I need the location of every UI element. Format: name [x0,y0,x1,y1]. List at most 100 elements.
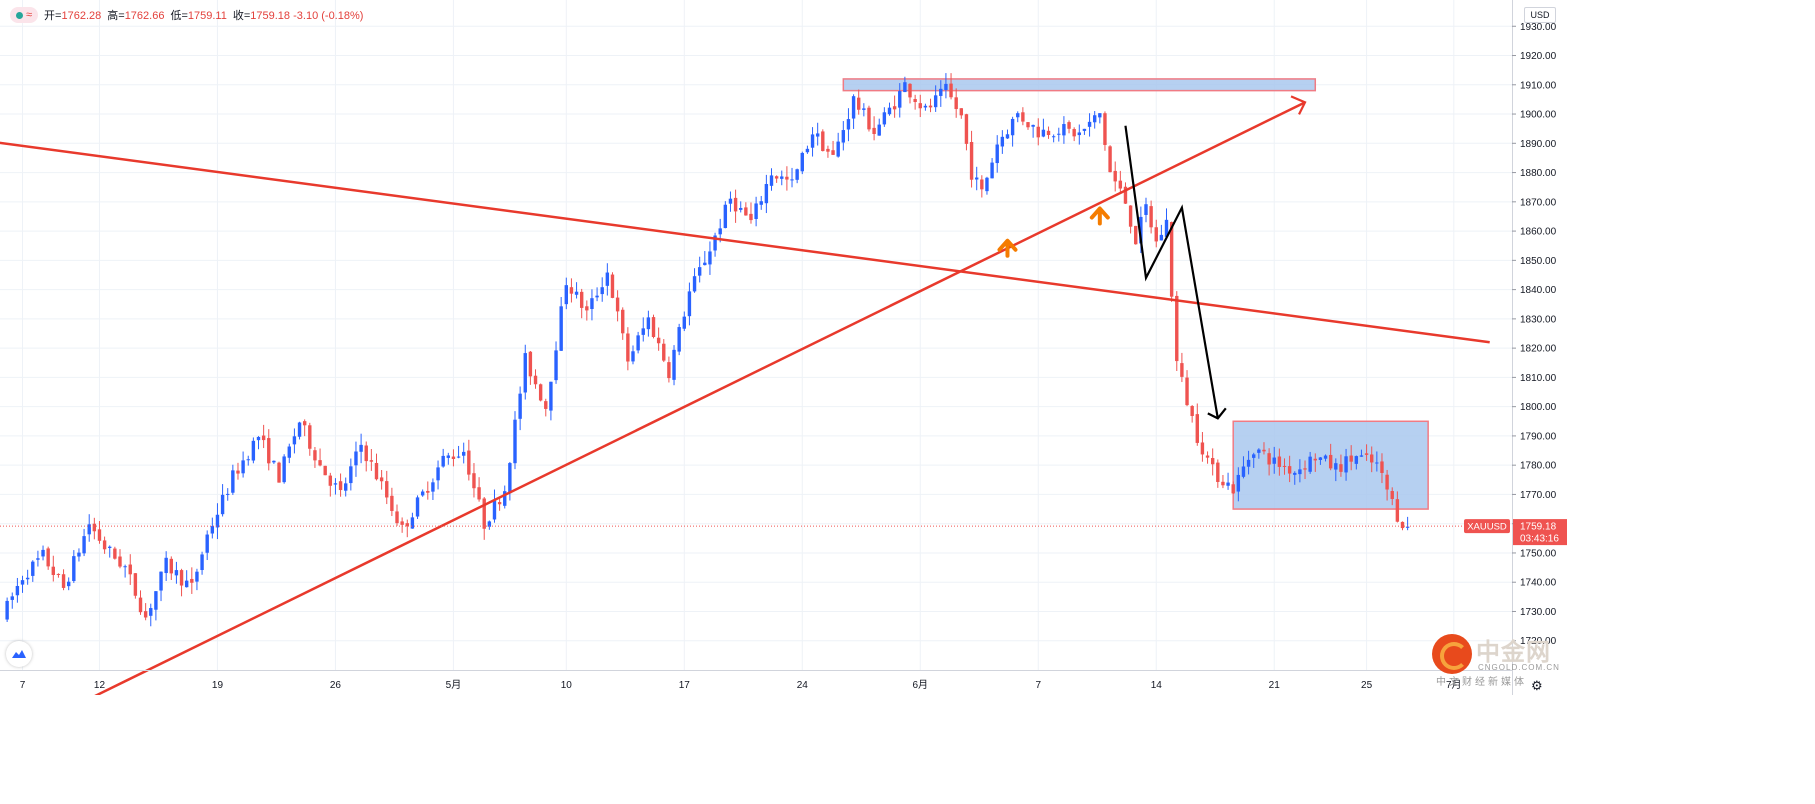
candle-body [774,176,779,179]
candle-body [949,83,953,98]
candle-body [190,578,194,583]
time-tick-label: 17 [679,680,691,691]
candle-body [297,422,302,437]
candle-body [1405,526,1410,528]
candle-body [174,570,179,576]
candle-body [1036,126,1040,138]
candle-body [451,456,456,459]
candle-body [385,481,389,498]
candle-body [1231,484,1235,494]
brand-domain: CNGOLD.COM.CN [1478,663,1560,672]
candle-body [564,285,568,305]
candle-body [857,97,861,110]
candle-body [733,197,738,212]
candle-body [246,459,250,461]
candle-body [390,495,394,511]
falling-trendline [0,141,1490,344]
price-tick-label: 1850.00 [1520,256,1557,267]
candle-body [903,82,907,93]
candle-body [226,493,230,495]
candle-body [1082,128,1087,131]
candle-body [482,498,486,529]
candle-body [908,83,912,98]
trendline-arrowhead [1290,95,1307,115]
candle-body [51,566,55,575]
candle-body [1354,456,1359,464]
candle-body [1339,464,1343,472]
candle-body [1293,472,1297,475]
tradingview-logo-icon[interactable] [6,641,32,667]
candle-body [128,564,132,575]
candle-body [1303,468,1307,470]
candle-body [1072,129,1076,137]
candle-body [308,425,312,449]
candle-body [610,274,615,298]
price-tick-label: 1730.00 [1520,607,1557,618]
price-tick-label: 1890.00 [1520,139,1557,150]
candle-body [1016,113,1020,118]
price-chart[interactable]: 1720.001730.001740.001750.001760.001770.… [0,0,1568,695]
candle-body [220,494,225,515]
candle-body [621,309,625,334]
candle-body [36,558,40,560]
currency-button[interactable]: USD [1524,7,1556,23]
candle-body [1031,124,1035,127]
candle-body [954,97,958,110]
candle-body [703,262,707,266]
price-tick-label: 1860.00 [1520,227,1557,238]
candle-body [477,487,481,500]
candle-body [1159,234,1164,241]
candle-body [1195,414,1199,443]
candle-body [928,105,933,108]
candle-body [1087,121,1092,127]
candle-body [149,608,153,616]
candle-body [682,316,686,329]
candle-body [77,552,81,557]
candle-body [728,198,733,204]
gear-icon[interactable]: ⚙ [1531,678,1543,693]
time-tick-label: 26 [330,680,342,691]
open-value: 1762.28 [61,10,102,22]
candle-body [718,228,722,235]
candle-body [810,134,815,148]
candle-body [82,536,86,554]
candle-body [790,179,794,181]
candle-body [5,600,9,620]
time-axis[interactable]: 7 12 19 26 5月 10 17 24 6月 7 14 21 25 7月 [0,670,1512,692]
candle-body [667,362,671,379]
time-tick-label: 25 [1361,680,1373,691]
candle-body [1298,469,1302,475]
candle-body [549,381,553,411]
up-arrow-marker-icon [1089,206,1110,226]
candle-body [964,114,969,144]
close-label: 收= [232,10,251,22]
candle-body [349,466,353,484]
price-tick-label: 1740.00 [1520,578,1557,589]
candle-body [1380,461,1384,473]
candle-body [61,574,66,588]
candle-body [1364,453,1369,455]
price-tick-label: 1810.00 [1520,373,1557,384]
grid [0,0,1512,670]
candle-body [769,175,774,186]
candle-body [692,276,697,292]
price-tick-label: 1870.00 [1520,197,1557,208]
candle-body [1175,295,1179,362]
candle-body [72,556,76,581]
candle-body [277,462,281,483]
candle-body [990,162,994,179]
candle-body [1328,454,1333,469]
time-tick-label: 14 [1151,680,1163,691]
price-tick-label: 1830.00 [1520,314,1557,325]
price-axis[interactable]: 1720.001730.001740.001750.001760.001770.… [1512,0,1568,695]
time-tick-label: 24 [797,680,809,691]
candle-body [272,460,276,463]
candle-body [1385,474,1389,490]
candle-body [887,107,892,115]
candle-body [1205,455,1210,458]
candle-body [1123,186,1128,204]
drawings-layer [0,95,1490,695]
indicator-toggle[interactable]: ≈ [10,7,39,23]
price-tick-label: 1800.00 [1520,402,1557,413]
